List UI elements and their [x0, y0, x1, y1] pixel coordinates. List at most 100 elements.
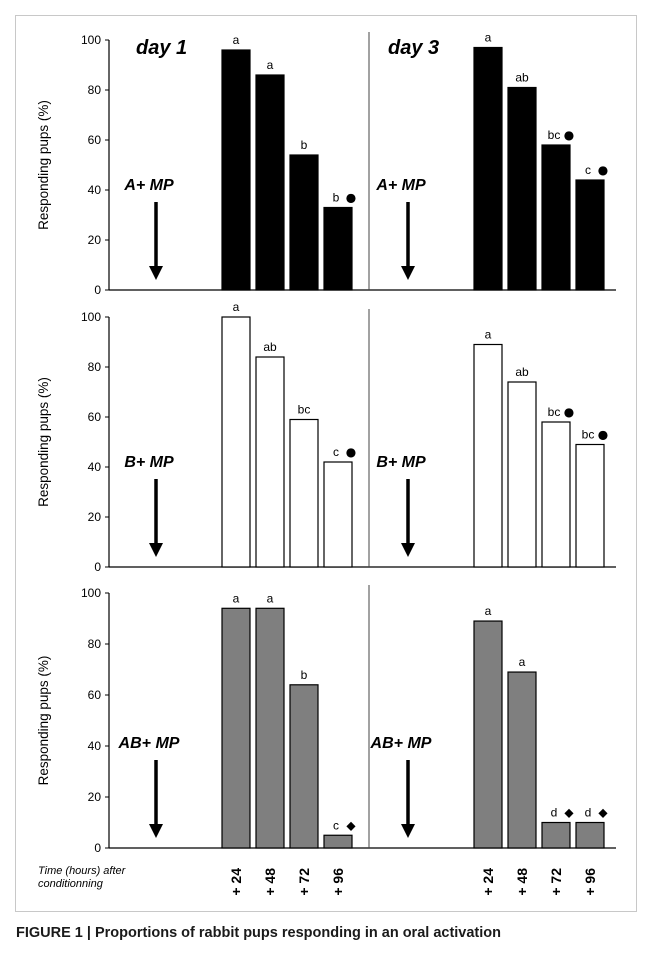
bar — [255, 356, 285, 568]
significance-letter: a — [267, 58, 274, 72]
significance-letter: d — [585, 806, 592, 820]
figure-caption: FIGURE 1 | Proportions of rabbit pups re… — [16, 925, 502, 941]
significance-letter: bc — [582, 428, 595, 442]
x-tick-label: + 48 — [262, 868, 278, 896]
significance-letter: a — [519, 655, 526, 669]
bar — [575, 443, 605, 568]
stimulus-label: AB+ MP — [370, 735, 432, 752]
figure-frame: 0 20 40 60 80 100 Responding pups (%) day 1 A+ M… — [15, 15, 637, 912]
y-tick-label: 40 — [88, 739, 102, 753]
stimulus-label: B+ MP — [376, 454, 426, 471]
bar — [575, 179, 605, 291]
arrow-down-icon — [149, 266, 163, 280]
significance-symbol: ◆ — [598, 806, 608, 820]
significance-letter: ab — [263, 340, 277, 354]
x-tick-label: + 24 — [480, 868, 496, 896]
significance-letter: b — [301, 138, 308, 152]
bar — [473, 46, 503, 291]
significance-letter: b — [301, 668, 308, 682]
significance-letter: ab — [515, 71, 529, 85]
y-tick-label: 60 — [88, 410, 102, 424]
y-tick-label: 0 — [94, 841, 101, 855]
stimulus-label: A+ MP — [375, 177, 426, 194]
bar — [221, 607, 251, 849]
x-tick-label: + 96 — [582, 868, 598, 896]
bar — [255, 607, 285, 849]
bar — [507, 86, 537, 291]
significance-letter: a — [485, 604, 492, 618]
significance-symbol: ◆ — [564, 806, 574, 820]
y-tick-label: 20 — [88, 233, 102, 247]
bar — [255, 74, 285, 291]
significance-symbol: ● — [598, 428, 608, 442]
y-tick-label: 80 — [88, 637, 102, 651]
significance-symbol: ● — [564, 128, 574, 142]
x-tick-label: + 72 — [296, 868, 312, 896]
y-axis-label: Responding pups (%) — [36, 656, 51, 786]
significance-letter: d — [551, 806, 558, 820]
significance-symbol: ● — [346, 191, 356, 205]
bar — [473, 620, 503, 849]
significance-symbol: ● — [346, 445, 356, 459]
y-tick-label: 0 — [94, 560, 101, 574]
bar — [323, 206, 353, 291]
significance-letter: c — [333, 818, 339, 832]
panel-title: day 3 — [388, 37, 439, 59]
bar — [323, 834, 353, 849]
significance-letter: a — [267, 591, 274, 605]
x-axis-caption: Time (hours) after — [38, 865, 127, 877]
y-tick-label: 100 — [81, 33, 101, 47]
y-tick-label: 20 — [88, 510, 102, 524]
bar-chart-figure: 0 20 40 60 80 100 Responding pups (%) day 1 A+ M… — [36, 31, 616, 896]
bar — [221, 49, 251, 291]
bar — [221, 316, 251, 568]
arrow-down-icon — [401, 824, 415, 838]
significance-letter: bc — [298, 403, 311, 417]
significance-symbol: ● — [564, 405, 574, 419]
significance-letter: ab — [515, 365, 529, 379]
bar — [323, 461, 353, 568]
y-tick-label: 60 — [88, 688, 102, 702]
significance-letter: a — [233, 591, 240, 605]
stimulus-label: AB+ MP — [118, 735, 180, 752]
significance-letter: c — [333, 445, 339, 459]
significance-letter: bc — [548, 128, 561, 142]
bar — [473, 343, 503, 568]
x-axis-caption: conditionning — [38, 878, 104, 890]
significance-letter: bc — [548, 405, 561, 419]
x-tick-label: + 24 — [228, 868, 244, 896]
y-tick-label: 60 — [88, 133, 102, 147]
x-tick-label: + 96 — [330, 868, 346, 896]
arrow-down-icon — [401, 543, 415, 557]
stimulus-label: B+ MP — [124, 454, 174, 471]
significance-symbol: ● — [598, 163, 608, 177]
bar — [289, 418, 319, 568]
significance-letter: a — [233, 300, 240, 314]
y-tick-label: 100 — [81, 586, 101, 600]
significance-symbol: ◆ — [346, 818, 356, 832]
y-tick-label: 80 — [88, 360, 102, 374]
arrow-down-icon — [149, 543, 163, 557]
y-tick-label: 0 — [94, 283, 101, 297]
bar — [541, 421, 571, 568]
significance-letter: a — [485, 31, 492, 45]
x-tick-label: + 48 — [514, 868, 530, 896]
y-tick-label: 40 — [88, 183, 102, 197]
bar — [507, 671, 537, 849]
x-tick-label: + 72 — [548, 868, 564, 896]
bar — [575, 821, 605, 849]
bar — [541, 821, 571, 849]
y-axis-label: Responding pups (%) — [36, 100, 51, 230]
significance-letter: a — [485, 328, 492, 342]
bar — [289, 154, 319, 291]
y-tick-label: 20 — [88, 790, 102, 804]
y-tick-label: 80 — [88, 83, 102, 97]
y-tick-label: 100 — [81, 310, 101, 324]
bar — [541, 144, 571, 291]
y-axis-label: Responding pups (%) — [36, 377, 51, 507]
significance-letter: c — [585, 163, 591, 177]
panel-title: day 1 — [136, 37, 187, 59]
bar — [289, 684, 319, 849]
arrow-down-icon — [401, 266, 415, 280]
y-tick-label: 40 — [88, 460, 102, 474]
